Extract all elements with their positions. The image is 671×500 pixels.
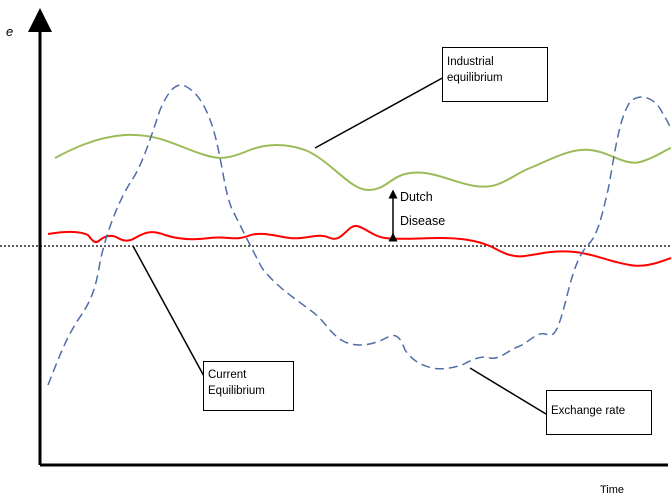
exchange-rate-label-box: Exchange rate [546, 390, 652, 435]
current-equilibrium-curve [47, 224, 671, 267]
exchange-rate-curve [47, 84, 671, 386]
current-connector-line [132, 245, 206, 379]
current-equilibrium-line-1: Current [208, 369, 247, 381]
exchange-rate-label: Exchange rate [551, 405, 626, 417]
y-axis-label: e [6, 24, 14, 39]
current-equilibrium-label-box: Current Equilibrium [203, 361, 294, 411]
industrial-equilibrium-curve [54, 133, 671, 192]
industrial-equilibrium-line-2: equilibrium [447, 72, 503, 84]
industrial-connector-line [314, 75, 447, 149]
dutch-disease-label: Dutch Disease [400, 185, 480, 233]
current-equilibrium-line-2: Equilibrium [208, 385, 265, 397]
x-axis-label: Time [600, 484, 625, 496]
dutch-disease-label-line-2: Disease [400, 214, 446, 228]
exchange-connector-line [469, 367, 547, 415]
industrial-equilibrium-label-box: Industrial equilibrium [442, 47, 548, 102]
dutch-disease-label-line-1: Dutch [400, 190, 433, 204]
industrial-equilibrium-line-1: Industrial [447, 56, 494, 68]
